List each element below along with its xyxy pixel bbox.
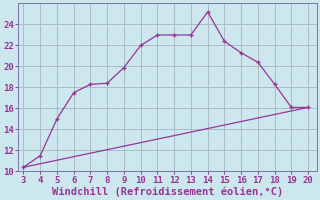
X-axis label: Windchill (Refroidissement éolien,°C): Windchill (Refroidissement éolien,°C) xyxy=(52,186,283,197)
